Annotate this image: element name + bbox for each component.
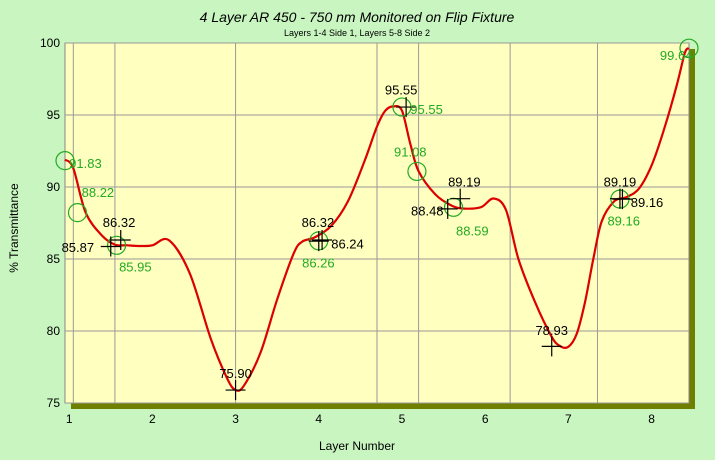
cross-marker <box>609 188 630 209</box>
data-label: 78.93 <box>535 323 568 338</box>
circle-marker <box>55 151 75 171</box>
cross-marker <box>110 229 131 250</box>
x-tick-label: 7 <box>565 412 572 426</box>
data-label: 99.64 <box>660 48 693 63</box>
y-tick-label: 80 <box>47 324 61 338</box>
chart-subtitle: Layers 1-4 Side 1, Layers 5-8 Side 2 <box>284 28 430 38</box>
data-label: 91.83 <box>69 156 102 171</box>
y-tick-label: 100 <box>40 36 60 50</box>
x-tick-label: 2 <box>149 412 156 426</box>
x-tick-label: 5 <box>399 412 406 426</box>
x-tick-label: 3 <box>232 412 239 426</box>
cross-marker <box>312 229 333 250</box>
circle-marker <box>679 38 699 58</box>
data-label: 89.16 <box>607 214 640 229</box>
data-label: 86.24 <box>331 237 364 252</box>
data-label: 86.32 <box>103 215 136 230</box>
data-labels: 91.83 88.22 86.32 85.87 85.95 75.90 86.32 86.24… <box>62 48 693 381</box>
y-axis-ticks: 75 80 85 90 95 100 <box>40 36 60 410</box>
data-label: 89.16 <box>631 195 664 210</box>
data-label: 88.59 <box>456 224 489 239</box>
circle-marker <box>67 203 88 223</box>
y-tick-label: 85 <box>47 252 61 266</box>
cross-marker <box>450 188 471 209</box>
y-tick-label: 95 <box>47 108 61 122</box>
circle-marker <box>106 235 127 255</box>
x-tick-label: 4 <box>315 412 322 426</box>
data-label: 88.48 <box>411 203 444 218</box>
grid-lines <box>65 42 689 404</box>
data-label: 95.55 <box>410 102 443 117</box>
markers <box>55 38 699 401</box>
circle-marker <box>407 161 427 182</box>
data-label: 86.32 <box>302 215 335 230</box>
y-axis-label: % Transmittance <box>7 183 21 273</box>
cross-marker <box>437 198 458 219</box>
series-curve <box>64 47 690 392</box>
x-tick-label: 6 <box>482 412 489 426</box>
data-label: 85.87 <box>62 240 95 255</box>
chart-title: 4 Layer AR 450 - 750 nm Monitored on Fli… <box>200 9 515 25</box>
data-label: 89.19 <box>448 175 481 190</box>
data-label: 85.95 <box>119 260 152 275</box>
data-label: 91.08 <box>394 144 427 159</box>
data-label: 86.26 <box>302 255 335 270</box>
cross-marker <box>225 380 246 401</box>
x-axis-label: Layer Number <box>319 439 395 453</box>
cross-marker <box>396 97 417 118</box>
data-label: 89.19 <box>604 175 637 190</box>
cross-marker <box>541 336 562 357</box>
data-label: 88.22 <box>82 185 115 200</box>
data-label: 75.90 <box>219 366 252 381</box>
y-tick-label: 75 <box>47 396 61 410</box>
series-line <box>64 47 690 392</box>
cross-marker <box>308 231 329 252</box>
x-tick-label: 1 <box>66 412 73 426</box>
x-axis-ticks: 1 2 3 4 5 6 7 8 <box>66 412 655 426</box>
y-tick-label: 90 <box>47 180 61 194</box>
x-tick-label: 8 <box>648 412 655 426</box>
data-label: 95.55 <box>385 83 418 98</box>
